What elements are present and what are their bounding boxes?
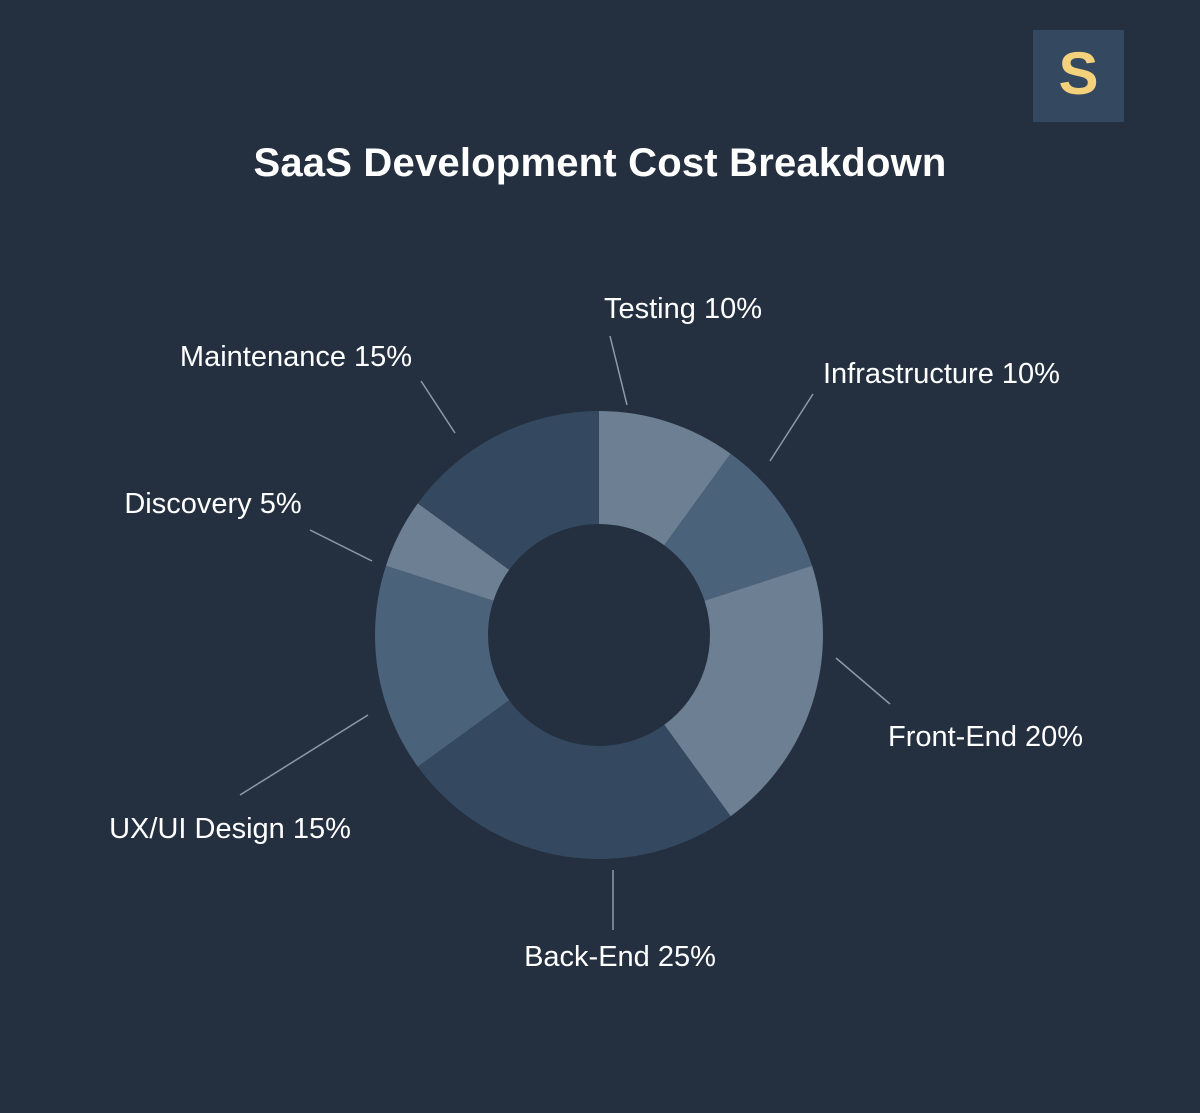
brand-logo: S	[1033, 30, 1124, 122]
leader-line	[239, 714, 369, 796]
slice-front-end	[664, 565, 823, 817]
leader-line	[309, 529, 373, 562]
slice-discovery	[385, 503, 510, 601]
slice-label: Infrastructure 10%	[823, 358, 1060, 390]
chart-title: SaaS Development Cost Breakdown	[253, 141, 947, 185]
slice-infrastructure	[664, 453, 813, 601]
slice-ux-ui-design	[375, 565, 510, 767]
slice-maintenance	[417, 411, 599, 570]
slice-label: Testing 10%	[604, 293, 762, 325]
logo-letter: S	[1058, 40, 1099, 107]
slice-label: Maintenance 15%	[180, 341, 412, 373]
leader-line	[609, 335, 628, 406]
leader-line	[835, 657, 891, 705]
slice-label: Front-End 20%	[888, 721, 1083, 753]
slice-testing	[599, 411, 731, 546]
slice-label: Discovery 5%	[124, 488, 301, 520]
slice-label: UX/UI Design 15%	[109, 813, 351, 845]
leader-line	[420, 380, 456, 434]
slice-label: Back-End 25%	[524, 941, 716, 973]
leader-line	[769, 393, 814, 462]
slice-back-end	[417, 700, 731, 859]
